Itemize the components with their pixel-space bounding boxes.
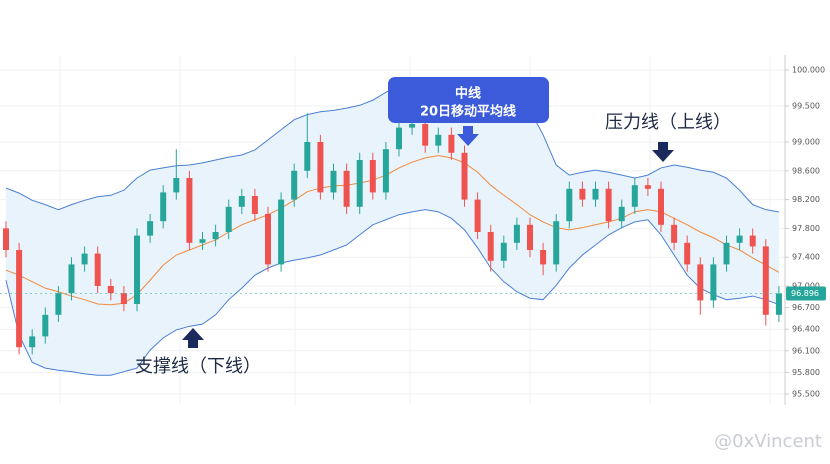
candle-body bbox=[448, 134, 455, 153]
candle-body bbox=[173, 178, 180, 193]
candle-body bbox=[356, 160, 363, 207]
candle-body bbox=[671, 224, 678, 243]
y-tick-label: 95.800 bbox=[792, 368, 820, 377]
last-price-tag bbox=[786, 286, 826, 301]
candle-body bbox=[225, 206, 232, 232]
candle-body bbox=[775, 293, 782, 315]
candle-body bbox=[422, 124, 429, 146]
candle-body bbox=[81, 253, 88, 265]
arrow-down bbox=[652, 142, 674, 162]
candle-body bbox=[29, 336, 36, 348]
y-tick-label: 95.500 bbox=[792, 390, 820, 399]
candle-body bbox=[382, 149, 389, 193]
candle-body bbox=[265, 214, 271, 265]
plot bbox=[3, 79, 782, 376]
candle-body bbox=[317, 142, 324, 193]
candle-body bbox=[409, 124, 416, 128]
candle-body bbox=[120, 293, 127, 304]
candle-body bbox=[251, 196, 258, 214]
band-fill bbox=[6, 80, 779, 376]
candle-body bbox=[343, 170, 350, 207]
candle-body bbox=[291, 170, 298, 200]
candle-body bbox=[474, 199, 481, 232]
candle-body bbox=[3, 228, 9, 250]
candle-body bbox=[631, 185, 638, 207]
y-tick-label: 96.700 bbox=[792, 303, 820, 312]
candle-body bbox=[278, 199, 285, 265]
support-label: 支撑线（下线） bbox=[135, 356, 261, 377]
y-tick-label: 100.000 bbox=[792, 66, 825, 75]
candle-body bbox=[212, 232, 219, 240]
y-tick-label: 97.400 bbox=[792, 253, 820, 262]
candle-body bbox=[513, 224, 520, 243]
candle-body bbox=[684, 242, 691, 265]
watermark: @0xVincent bbox=[714, 431, 822, 452]
candle-body bbox=[762, 246, 769, 315]
callout-title: 中线 bbox=[455, 86, 481, 102]
candle-body bbox=[658, 188, 664, 225]
candle-body bbox=[749, 235, 756, 247]
lower-band-line bbox=[5, 209, 780, 376]
y-tick-label: 98.200 bbox=[792, 195, 820, 204]
candle-body bbox=[540, 250, 547, 265]
y-axis: 100.000 99.500 99.000 98.600 98.200 97.800 97.… bbox=[0, 66, 826, 399]
candle-body bbox=[527, 224, 533, 250]
candle-body bbox=[369, 160, 376, 193]
candle-body bbox=[461, 152, 468, 200]
candle-body bbox=[94, 253, 101, 286]
arrow-up bbox=[182, 328, 204, 348]
callout-subtitle: 20日移动平均线 bbox=[420, 104, 516, 120]
candle-body bbox=[487, 232, 494, 261]
candle-body bbox=[16, 250, 23, 348]
candle-body bbox=[107, 286, 114, 294]
y-tick-label: 96.100 bbox=[792, 346, 820, 355]
y-tick-label: 97.800 bbox=[792, 224, 820, 233]
y-tick-label: 98.600 bbox=[792, 166, 820, 175]
candle-body bbox=[238, 196, 245, 207]
candle-body bbox=[55, 293, 62, 315]
candle-body bbox=[618, 206, 625, 222]
callout-box bbox=[388, 77, 549, 123]
candle-body bbox=[147, 221, 154, 236]
candle-body bbox=[42, 314, 49, 337]
candle-body bbox=[592, 188, 599, 200]
y-tick-label: 97.000 bbox=[792, 282, 820, 291]
candle-body bbox=[710, 264, 717, 301]
resistance-label: 压力线（上线） bbox=[605, 112, 731, 133]
y-tick-label: 96.400 bbox=[792, 325, 820, 334]
candle-body bbox=[160, 192, 167, 222]
middle-callout: 中线 20日移动平均线 bbox=[388, 77, 549, 146]
candle-body bbox=[330, 170, 337, 193]
last-price-label: 96.896 bbox=[791, 289, 819, 298]
candle-body bbox=[644, 185, 651, 189]
y-tick-label: 99.500 bbox=[792, 102, 820, 111]
candle-body bbox=[553, 221, 560, 265]
candle-body bbox=[736, 235, 743, 243]
candle-body bbox=[566, 188, 573, 222]
candle-body bbox=[723, 242, 730, 265]
candle-body bbox=[68, 264, 75, 294]
candle-body bbox=[697, 264, 704, 301]
candle-body bbox=[304, 142, 311, 171]
candle-body bbox=[396, 127, 402, 150]
candle-body bbox=[435, 134, 442, 146]
candle-body bbox=[134, 235, 140, 304]
arrow-down bbox=[457, 126, 479, 146]
y-tick-label: 99.000 bbox=[792, 138, 820, 147]
candle-body bbox=[186, 178, 193, 243]
candle-body bbox=[579, 188, 586, 200]
candle-body bbox=[500, 242, 507, 261]
candle-body bbox=[605, 188, 612, 222]
candle-body bbox=[199, 239, 206, 243]
